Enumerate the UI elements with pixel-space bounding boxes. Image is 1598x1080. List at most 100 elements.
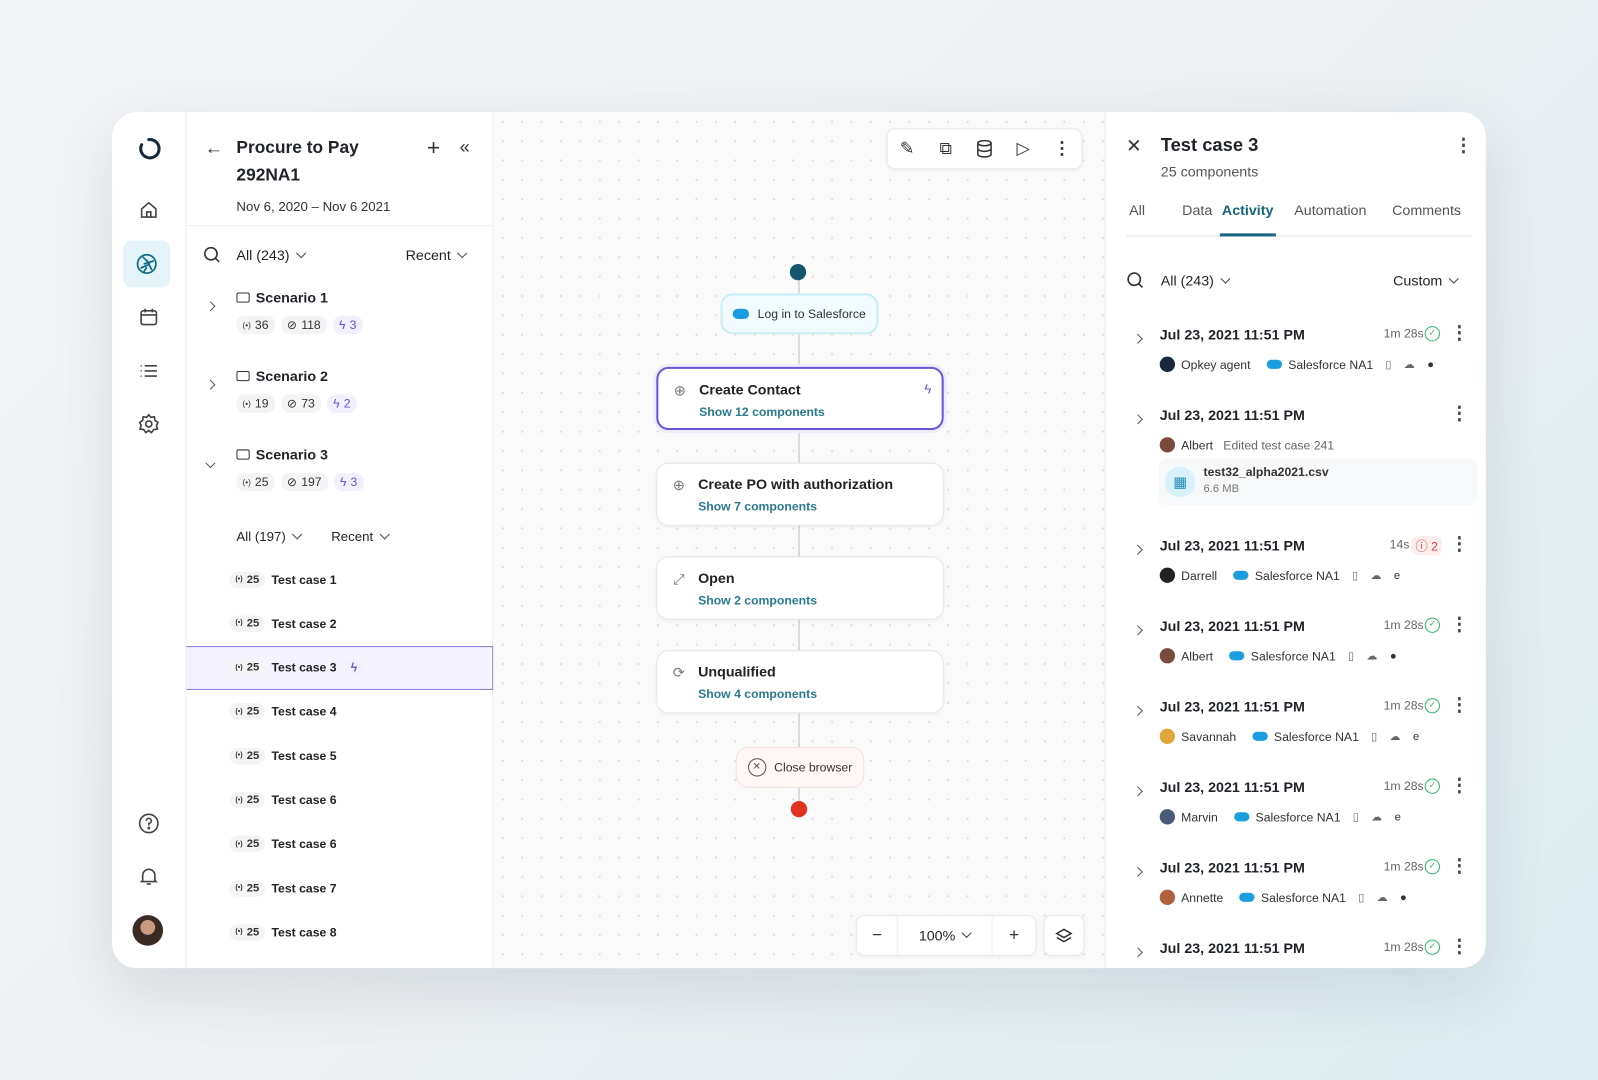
tab-all[interactable]: All [1129,201,1146,219]
test-case-item[interactable]: (•) 25 Test case 4 [186,690,493,734]
test-case-item[interactable]: (•) 25 Test case 3 ϟ [186,645,494,690]
salesforce-icon [1229,651,1245,661]
test-count-badge: (•) 25 [229,791,266,809]
bell-icon[interactable] [130,858,167,895]
activity-meta: Marvin Salesforce NA1 ▯ ☁ e [1159,809,1401,825]
activity-meta: Annette Salesforce NA1 ▯ ☁ ● [1159,889,1407,905]
more-icon[interactable]: ⋮ [1450,402,1469,423]
end-node[interactable]: ✕ Close browser [735,747,865,788]
flow-canvas[interactable]: ✎ ⧉ ▷ ⋮ Log in to Salesforce ⊕ Create Co… [493,112,1105,969]
test-case-item[interactable]: (•) 25 Test case 8 [186,910,493,954]
edit-icon[interactable]: ✎ [899,138,915,158]
test-case-item[interactable]: (•) 25 Test case 6 [186,778,493,822]
test-count-badge: (•) 25 [229,924,266,941]
search-icon[interactable] [203,246,221,269]
tab-data[interactable]: Data [1182,201,1213,219]
close-circle-icon: ✕ [747,758,766,777]
copy-icon[interactable]: ⧉ [939,138,952,158]
file-attachment[interactable]: ▦ test32_alpha2021.csv 6.6 MB [1158,458,1477,506]
logo-icon[interactable] [130,130,167,167]
test-count-badge: (•) 25 [229,659,266,676]
test-case-item[interactable]: (•) 25 Test case 7 [186,866,493,910]
zoom-in-button[interactable]: + [1008,925,1020,945]
show-components-link[interactable]: Show 4 components [698,686,817,702]
activity-filter-dropdown[interactable]: All (243) [1161,272,1231,288]
app-window: ← Procure to Pay 292NA1 + « Nov 6, 2020 –… [112,112,1486,969]
chevron-right-icon[interactable] [205,297,216,315]
chevron-right-icon[interactable] [1132,701,1143,719]
home-icon[interactable] [130,192,167,229]
database-icon[interactable] [965,129,1004,168]
more-icon[interactable]: ⋮ [1450,322,1469,343]
more-icon[interactable]: ⋮ [1450,855,1469,876]
test-case-item[interactable]: (•) 25 Test case 5 [186,734,493,778]
sort-dropdown[interactable]: Recent [406,247,468,263]
more-icon[interactable]: ⋮ [1053,138,1071,158]
test-case-filter-dropdown[interactable]: All (197) [236,529,303,544]
search-icon[interactable] [1126,271,1144,294]
device-icon: ▯ [1371,730,1378,743]
chevron-right-icon[interactable] [1132,782,1143,800]
calendar-icon[interactable] [130,299,167,336]
avatar[interactable] [132,915,164,946]
chevron-right-icon[interactable] [1132,862,1143,880]
zoom-out-button[interactable]: − [857,916,898,955]
chevron-right-icon[interactable] [205,375,216,393]
scenario-item[interactable]: Scenario 3 [236,446,328,463]
scenario-item[interactable]: Scenario 2 [236,368,328,384]
show-components-link[interactable]: Show 12 components [699,404,825,419]
duration: 1m 28s [1383,617,1424,632]
flow-node[interactable]: ⤢ Open Show 2 components [656,556,944,620]
more-icon[interactable]: ⋮ [1450,613,1469,634]
add-icon[interactable]: + [427,134,441,160]
activity-meta: Albert Edited test case 241 [1159,437,1334,453]
success-check-icon: ✓ [1424,778,1440,794]
more-icon[interactable]: ⋮ [1450,774,1469,795]
tab-comments[interactable]: Comments [1392,201,1462,219]
zoom-level-dropdown[interactable]: 100% [898,916,993,955]
flow-node[interactable]: ⟳ Unqualified Show 4 components [656,650,944,714]
test-case-sort-dropdown[interactable]: Recent [331,529,390,544]
help-icon[interactable] [130,805,167,842]
chevron-down-icon[interactable] [205,453,216,471]
gear-icon[interactable] [130,406,167,443]
list-icon[interactable] [130,353,167,390]
tab-activity[interactable]: Activity [1221,201,1274,219]
more-icon[interactable]: ⋮ [1450,694,1469,715]
test-case-item[interactable]: (•) 25 Test case 2 [186,602,493,646]
chevron-right-icon[interactable] [1132,621,1143,639]
play-icon[interactable]: ▷ [1016,138,1030,158]
flow-node[interactable]: ⊕ Create Contact Show 12 components ϟ [656,366,944,431]
chevron-right-icon[interactable] [1132,329,1143,347]
test-case-item[interactable]: (•) 25 Test case 6 [186,822,493,866]
success-check-icon: ✓ [1424,698,1440,714]
close-icon[interactable]: ✕ [1126,135,1142,156]
chevron-right-icon[interactable] [1132,943,1143,961]
scenario-item[interactable]: Scenario 1 [236,289,328,306]
show-components-link[interactable]: Show 2 components [698,593,817,608]
chevron-right-icon[interactable] [1132,540,1143,558]
aperture-icon[interactable] [123,240,171,288]
duration: 1m 28s [1383,939,1424,954]
more-icon[interactable]: ⋮ [1454,134,1473,155]
test-case-item[interactable]: (•) 25 Test case 1 [186,557,493,601]
start-node[interactable]: Log in to Salesforce [720,293,879,335]
test-count-badge: (•) 19 [236,394,275,413]
activity-sort-dropdown[interactable]: Custom [1393,272,1460,288]
layers-button[interactable] [1043,915,1085,956]
chevron-right-icon[interactable] [1132,410,1143,428]
show-components-link[interactable]: Show 7 components [698,499,817,514]
more-icon[interactable]: ⋮ [1450,935,1469,956]
collapse-panel-icon[interactable]: « [459,136,470,157]
back-arrow-icon[interactable]: ← [204,137,224,158]
flow-node[interactable]: ⊕ Create PO with authorization Show 7 com… [656,462,944,526]
more-icon[interactable]: ⋮ [1450,532,1469,554]
filter-dropdown[interactable]: All (243) [236,247,307,263]
tab-automation[interactable]: Automation [1294,201,1367,219]
avatar [1159,356,1176,372]
duration: 1m 28s [1383,778,1424,793]
activity-meta: Savannah Salesforce NA1 ▯ ☁ e [1159,728,1419,744]
